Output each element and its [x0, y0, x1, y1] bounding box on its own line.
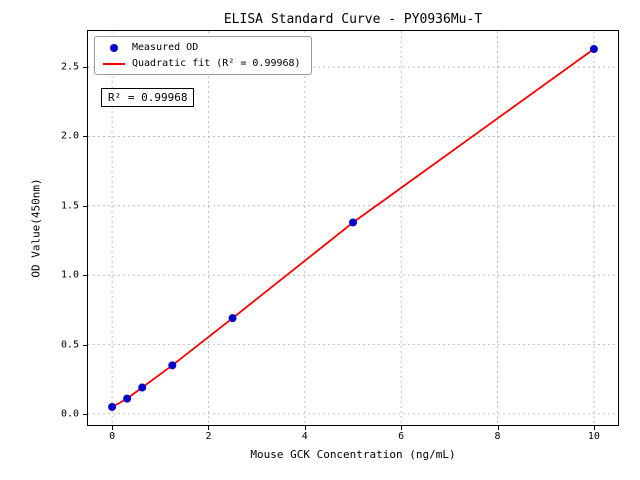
chart-title: ELISA Standard Curve - PY0936Mu-T [223, 12, 483, 27]
x-tick-mark [401, 426, 403, 430]
legend-label-measured-od: Measured OD [132, 42, 199, 53]
scatter-point-icon [110, 43, 118, 52]
fit-line-icon [103, 62, 125, 65]
legend: Measured OD Quadratic fit (R² = 0.99968) [94, 36, 312, 75]
x-axis-label: Mouse GCK Concentration (ng/mL) [250, 448, 456, 461]
y-tick-mark [83, 413, 87, 415]
y-axis-label: OD Value(450nm) [29, 178, 43, 278]
plot-area: Measured OD Quadratic fit (R² = 0.99968)… [87, 30, 619, 426]
legend-marker-column [102, 43, 126, 52]
y-tick-mark [83, 205, 87, 207]
x-tick-mark [304, 426, 306, 430]
x-tick-label: 2 [205, 431, 212, 442]
legend-marker-column [102, 62, 126, 65]
r-squared-annotation: R² = 0.99968 [101, 88, 195, 107]
x-tick-label: 6 [398, 431, 405, 442]
x-tick-label: 0 [109, 431, 116, 442]
y-tick-mark [83, 344, 87, 346]
x-tick-mark [112, 426, 114, 430]
x-tick-mark [593, 426, 595, 430]
y-tick-mark [83, 136, 87, 138]
legend-item-measured-od: Measured OD [102, 42, 301, 53]
x-tick-label: 4 [301, 431, 308, 442]
y-tick-label: 1.0 [60, 269, 79, 281]
legend-item-quadratic-fit: Quadratic fit (R² = 0.99968) [102, 58, 301, 69]
y-tick-label: 2.0 [60, 130, 79, 142]
legend-label-quadratic-fit: Quadratic fit (R² = 0.99968) [132, 58, 301, 69]
x-tick-mark [208, 426, 210, 430]
plot-canvas [88, 31, 618, 425]
y-tick-mark [83, 275, 87, 277]
y-tick-label: 0.0 [60, 408, 79, 420]
y-tick-label: 1.5 [60, 200, 79, 212]
x-tick-label: 10 [587, 431, 600, 442]
y-tick-label: 0.5 [60, 339, 79, 351]
x-tick-mark [497, 426, 499, 430]
y-tick-label: 2.5 [60, 61, 79, 73]
y-tick-mark [83, 67, 87, 69]
x-tick-label: 8 [494, 431, 501, 442]
